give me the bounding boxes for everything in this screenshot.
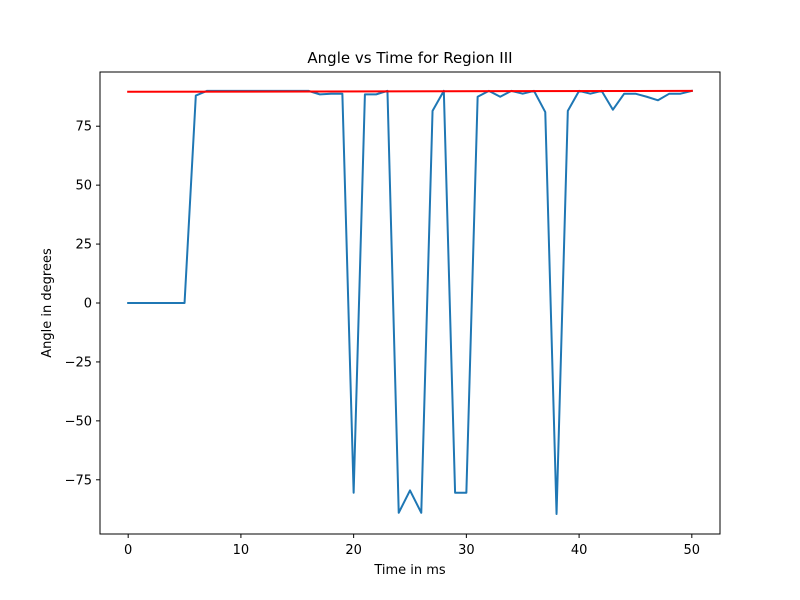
y-tick-label: 0 [84, 297, 92, 312]
y-tick-label: −75 [65, 473, 92, 488]
y-tick-label: 25 [75, 238, 92, 253]
y-tick-label: −25 [65, 355, 92, 370]
x-tick-label: 30 [458, 543, 475, 558]
series-line-reference [127, 89, 693, 93]
x-tick-label: 20 [345, 543, 362, 558]
y-axis-title: Angle in degrees [40, 248, 55, 358]
x-axis-title: Time in ms [373, 563, 446, 578]
x-tick-label: 0 [124, 543, 132, 558]
y-tick-label: −50 [65, 414, 92, 429]
x-tick-label: 50 [684, 543, 701, 558]
x-axis-ticks: 0 10 20 30 40 50 [124, 534, 700, 558]
chart-title: Angle vs Time for Region III [307, 49, 512, 67]
x-tick-label: 10 [233, 543, 250, 558]
y-tick-label: 75 [75, 120, 92, 135]
y-tick-label: 50 [75, 179, 92, 194]
x-tick-label: 40 [571, 543, 588, 558]
y-axis-ticks: 75 50 25 0 −25 −50 −75 [65, 120, 100, 488]
plot-area [127, 89, 694, 515]
